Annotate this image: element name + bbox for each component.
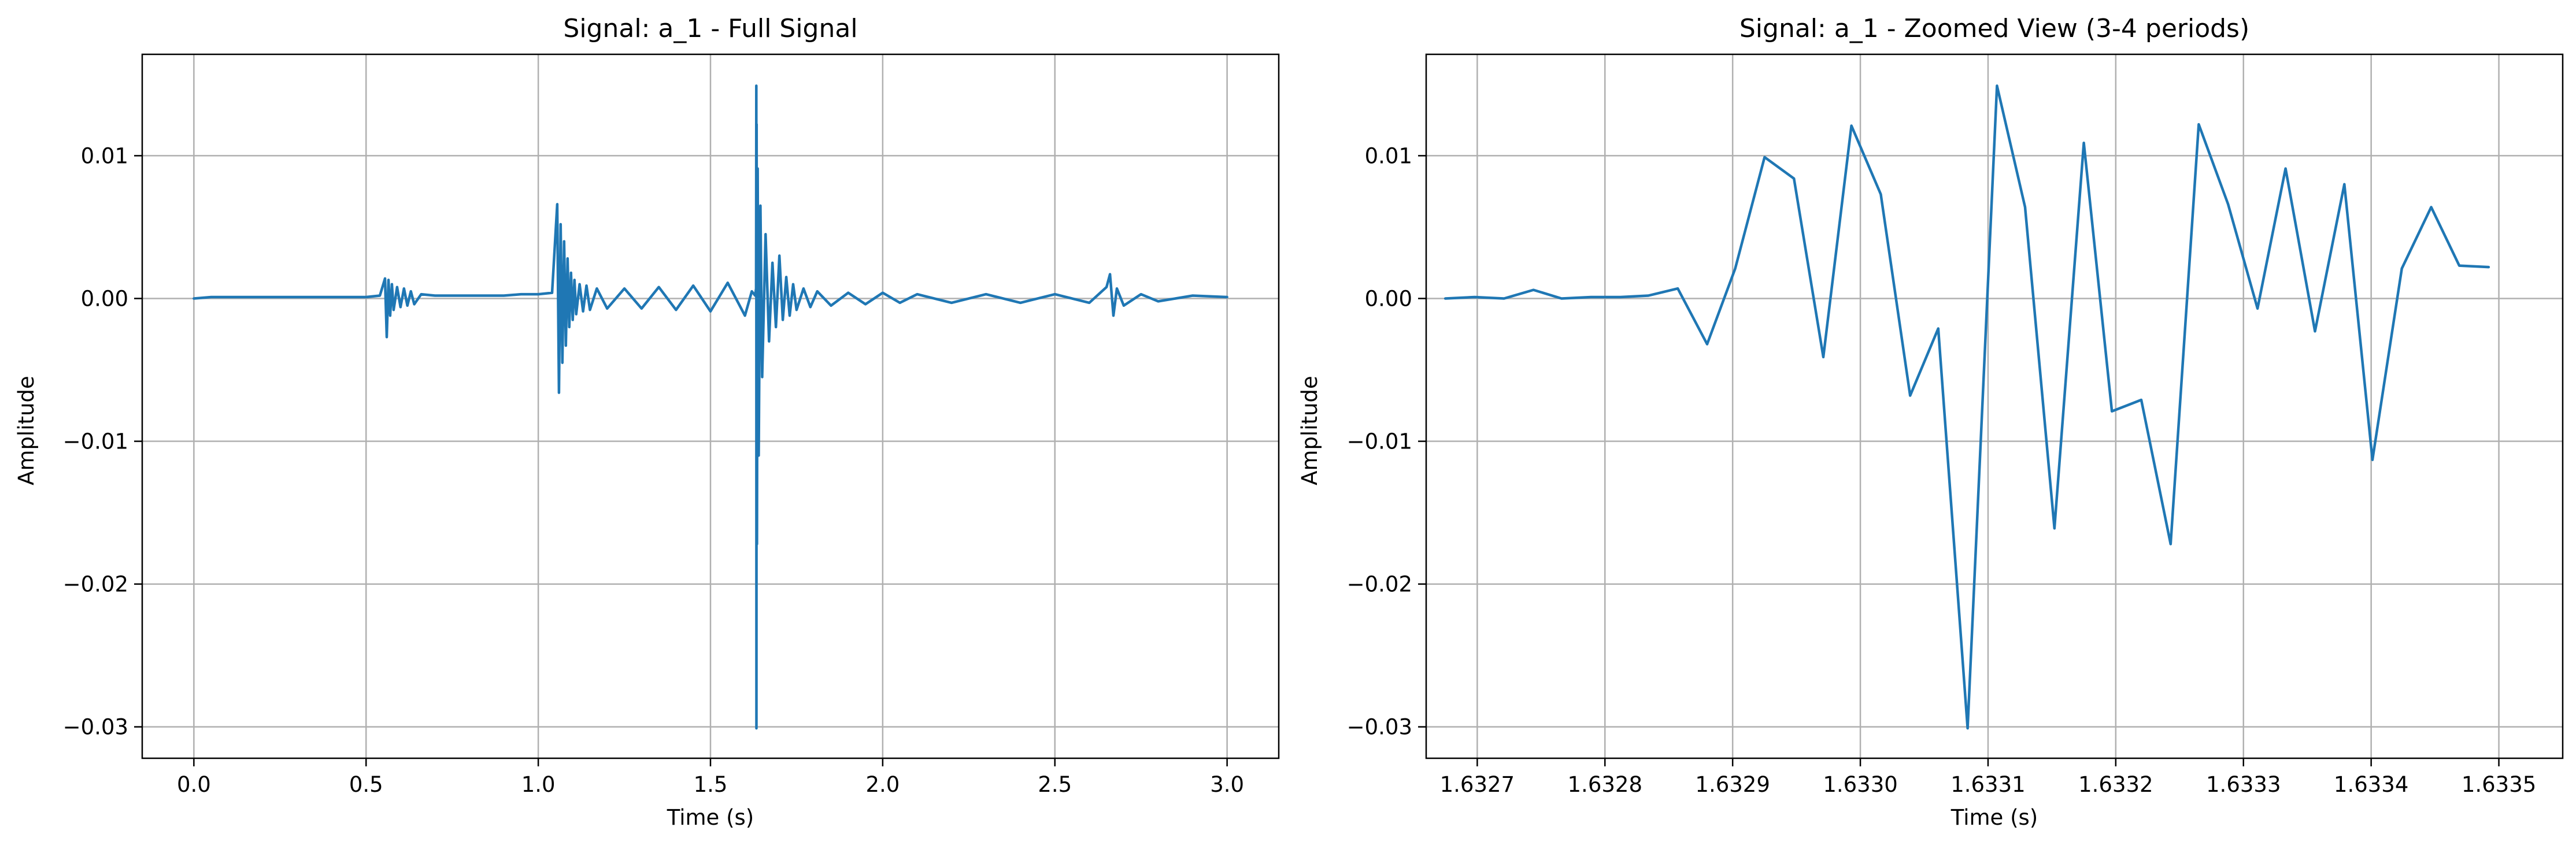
left-plot-y-tick-label: −0.02 <box>63 572 128 597</box>
right-plot-x-tick-label: 1.6327 <box>1440 772 1515 797</box>
left-plot-y-tick-label: 0.00 <box>81 286 128 311</box>
right-plot-frame <box>1425 53 2564 759</box>
right-plot-x-tick-label: 1.6331 <box>1950 772 2025 797</box>
right-plot-x-tick-label: 1.6332 <box>2078 772 2153 797</box>
left-plot-x-tick-label: 3.0 <box>1210 772 1244 797</box>
left-plot: Signal: a_1 - Full Signal Time (s) Ampli… <box>14 14 1280 830</box>
right-plot: Signal: a_1 - Zoomed View (3-4 periods) … <box>1297 14 2564 830</box>
right-plot-x-tick-label: 1.6329 <box>1695 772 1770 797</box>
left-plot-signal-line <box>193 84 1228 730</box>
left-plot-x-tick-label: 1.5 <box>694 772 728 797</box>
left-plot-ylabel: Amplitude <box>14 376 39 485</box>
left-plot-x-tick-label: 0.5 <box>349 772 383 797</box>
right-plot-y-tick-label: 0.00 <box>1365 286 1412 311</box>
right-plot-y-tick-label: −0.01 <box>1347 429 1412 454</box>
right-plot-y-tick-label: −0.02 <box>1347 572 1412 597</box>
right-plot-x-tick-label: 1.6333 <box>2206 772 2281 797</box>
left-plot-y-tick-label: 0.01 <box>81 143 128 168</box>
left-plot-x-tick-label: 2.5 <box>1038 772 1072 797</box>
right-plot-x-tick-label: 1.6335 <box>2462 772 2536 797</box>
right-plot-series <box>1444 84 2490 730</box>
right-plot-y-tick-label: 0.01 <box>1365 143 1412 168</box>
left-plot-ticks: 0.0 0.5 1.0 1.5 2.0 2.5 3.0 0.01 0.00 −0.01 −0.02 −… <box>63 143 1244 797</box>
right-plot-title: Signal: a_1 - Zoomed View (3-4 periods) <box>1739 14 2249 43</box>
right-plot-ylabel: Amplitude <box>1297 376 1322 485</box>
left-plot-y-tick-label: −0.01 <box>63 429 128 454</box>
left-plot-xlabel: Time (s) <box>667 805 754 830</box>
right-plot-signal-line <box>1444 84 2490 730</box>
left-plot-y-tick-label: −0.03 <box>63 715 128 740</box>
right-plot-y-tick-label: −0.03 <box>1347 715 1412 740</box>
right-plot-xlabel: Time (s) <box>1950 805 2038 830</box>
right-plot-ticks: 1.6327 1.6328 1.6329 1.6330 1.6331 1.6332 1.63… <box>1347 143 2537 797</box>
left-plot-title: Signal: a_1 - Full Signal <box>563 14 857 43</box>
left-plot-series <box>193 84 1228 730</box>
left-plot-x-tick-label: 0.0 <box>177 772 211 797</box>
right-plot-x-tick-label: 1.6330 <box>1823 772 1897 797</box>
right-plot-grid <box>1426 54 2563 758</box>
left-plot-grid <box>142 54 1279 758</box>
left-plot-x-tick-label: 2.0 <box>865 772 900 797</box>
right-plot-x-tick-label: 1.6334 <box>2334 772 2408 797</box>
left-plot-x-tick-label: 1.0 <box>521 772 556 797</box>
right-plot-x-tick-label: 1.6328 <box>1568 772 1642 797</box>
left-plot-frame <box>141 53 1280 759</box>
